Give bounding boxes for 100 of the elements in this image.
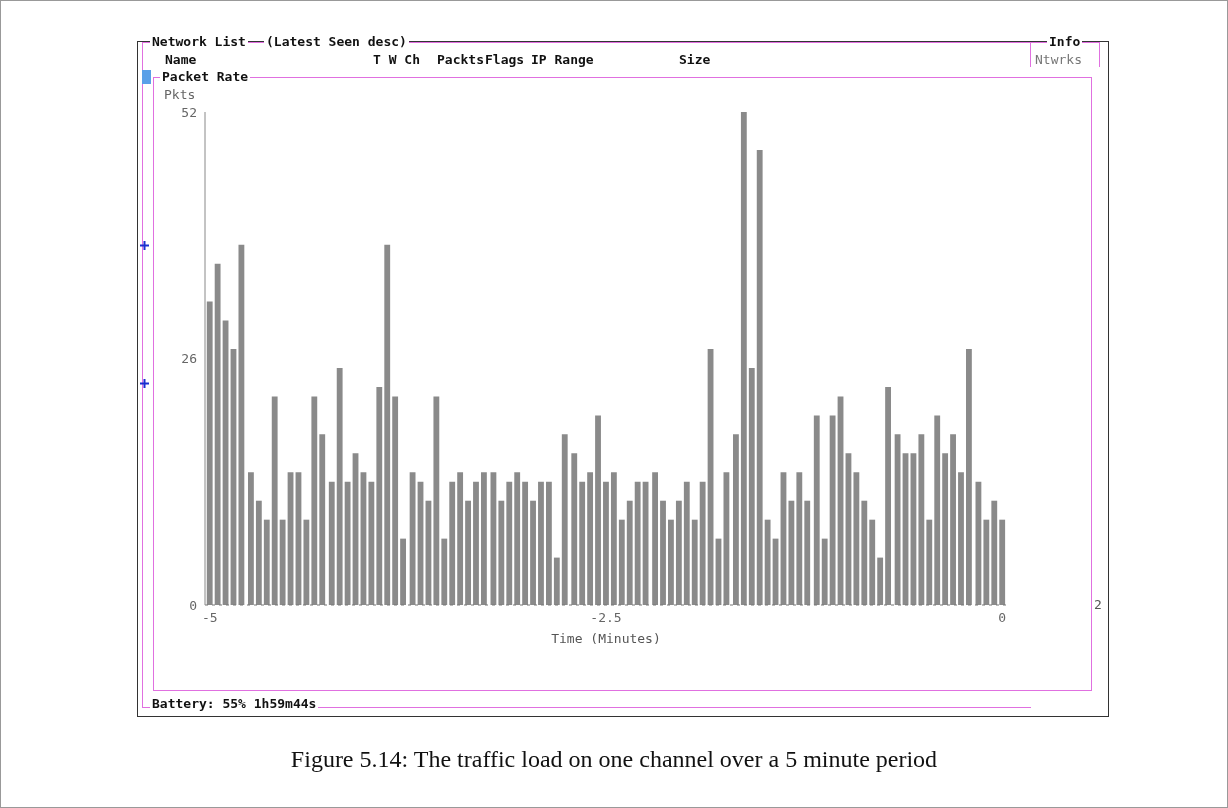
bar xyxy=(376,386,383,605)
bar xyxy=(561,434,568,605)
bar xyxy=(480,472,487,605)
bar xyxy=(853,472,860,605)
bar xyxy=(877,557,884,605)
bar xyxy=(473,481,479,605)
x-tick-label: -2.5 xyxy=(590,610,622,626)
text: Packts xyxy=(437,52,484,67)
bar xyxy=(796,472,803,605)
y-tick-label: 52 xyxy=(181,104,197,120)
bar xyxy=(409,472,416,605)
y-tick-label: 0 xyxy=(189,597,197,613)
x-tick-label: -5 xyxy=(201,610,218,626)
text: 2 xyxy=(1094,597,1102,612)
bar xyxy=(958,472,964,605)
bar xyxy=(829,415,836,605)
bar xyxy=(691,519,698,605)
bar xyxy=(538,481,544,605)
bar xyxy=(966,349,972,605)
bar xyxy=(457,472,464,605)
bar xyxy=(545,481,552,605)
bar xyxy=(603,481,609,605)
bar xyxy=(618,519,625,605)
bar xyxy=(400,538,406,605)
bar xyxy=(311,396,318,605)
bar xyxy=(368,481,375,605)
bar xyxy=(660,500,666,605)
bar xyxy=(813,415,820,605)
bar xyxy=(303,519,310,605)
text: Flags xyxy=(485,52,525,67)
bar xyxy=(668,519,674,605)
bar xyxy=(756,149,763,605)
bar xyxy=(514,472,521,605)
bar xyxy=(384,244,391,605)
y-axis-title: Pkts xyxy=(164,87,196,102)
bar xyxy=(587,472,594,605)
bar xyxy=(571,453,578,605)
bar xyxy=(255,500,262,605)
bar xyxy=(683,481,690,605)
bar xyxy=(894,434,901,605)
text: Battery: 55% 1h59m44s xyxy=(150,696,319,711)
bar xyxy=(279,519,286,605)
bar xyxy=(579,481,586,605)
bar xyxy=(634,481,641,605)
text: T W Ch xyxy=(373,52,420,67)
bar xyxy=(465,500,471,605)
text: Ntwrks xyxy=(1035,52,1082,67)
caption: Figure 5.14: The traffic load on one channel over a 5 minute period xyxy=(289,746,939,773)
bar xyxy=(926,519,933,605)
bar xyxy=(328,481,335,605)
bar xyxy=(764,519,771,605)
bar xyxy=(934,415,941,605)
bar xyxy=(595,415,601,605)
bar xyxy=(942,453,949,605)
bar xyxy=(918,434,925,605)
bar xyxy=(522,481,529,605)
bar xyxy=(885,386,891,605)
bar xyxy=(441,538,448,605)
text: Size xyxy=(679,52,711,67)
x-axis-title: Time (Minutes) xyxy=(551,631,661,646)
bar xyxy=(861,500,868,605)
bar xyxy=(723,472,730,605)
text: Network List xyxy=(150,34,248,49)
bar xyxy=(748,367,755,605)
bar xyxy=(506,481,513,605)
bar xyxy=(238,244,245,605)
bar xyxy=(699,481,706,605)
bar xyxy=(999,519,1006,605)
bar xyxy=(675,500,682,605)
y-tick-label: 26 xyxy=(181,351,197,367)
bar xyxy=(344,481,351,605)
text: Name xyxy=(165,52,197,67)
text: Info xyxy=(1047,34,1083,49)
bar xyxy=(869,519,876,605)
chart-title: Packet Rate xyxy=(160,69,251,84)
bar xyxy=(530,500,536,605)
bar xyxy=(263,519,270,605)
bar xyxy=(214,263,221,605)
bar xyxy=(626,500,633,605)
text: (Latest Seen desc) xyxy=(264,34,409,49)
bar xyxy=(433,396,440,605)
bar xyxy=(652,472,658,605)
bar xyxy=(553,557,560,605)
bar xyxy=(950,434,956,605)
bar xyxy=(610,472,617,605)
bar xyxy=(392,396,399,605)
bar xyxy=(319,434,326,605)
x-tick-label: 0 xyxy=(998,610,1007,626)
bar xyxy=(336,367,343,605)
bar xyxy=(983,519,990,605)
bar xyxy=(804,500,811,605)
bar xyxy=(740,112,747,605)
bar xyxy=(449,481,456,605)
bar xyxy=(788,500,795,605)
bar xyxy=(733,434,739,605)
text: IP Range xyxy=(531,52,594,67)
bar xyxy=(498,500,505,605)
bar xyxy=(271,396,278,605)
bar xyxy=(248,472,254,605)
bar xyxy=(991,500,998,605)
